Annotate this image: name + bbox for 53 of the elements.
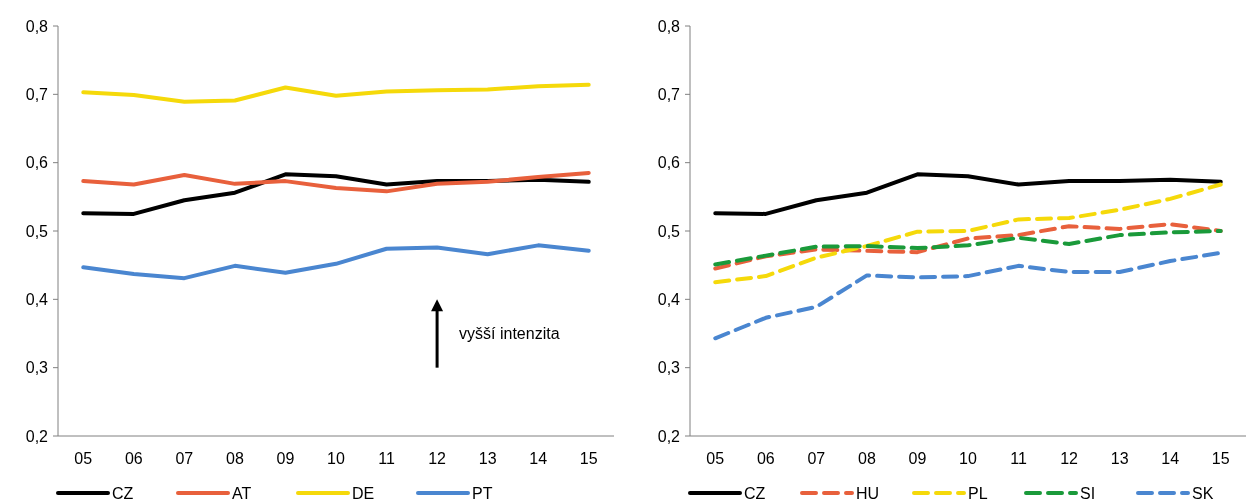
line-series xyxy=(81,170,591,194)
y-tick-label: 0,8 xyxy=(657,17,681,35)
x-tick-label: 13 xyxy=(1110,450,1129,467)
y-tick-label: 0,2 xyxy=(657,427,681,445)
x-tick-label: 09 xyxy=(908,450,927,467)
x-tick-label: 08 xyxy=(858,450,876,467)
x-tick-label: 05 xyxy=(706,450,725,467)
x-tick-label: 05 xyxy=(74,450,93,467)
legend-label: AT xyxy=(232,484,252,502)
y-tick-label: 0,8 xyxy=(25,17,49,35)
x-tick-label: 07 xyxy=(175,450,194,467)
legend-label: PL xyxy=(968,484,988,502)
x-tick-label: 06 xyxy=(756,450,775,467)
legend-label: CZ xyxy=(744,484,766,502)
y-tick-label: 0,2 xyxy=(25,427,49,445)
y-tick-label: 0,5 xyxy=(657,222,681,240)
x-tick-label: 08 xyxy=(226,450,244,467)
x-tick-label: 06 xyxy=(124,450,143,467)
x-tick-label: 11 xyxy=(378,450,395,467)
x-tick-label: 12 xyxy=(1060,450,1079,467)
x-tick-label: 07 xyxy=(807,450,826,467)
x-tick-label: 10 xyxy=(327,450,345,467)
y-tick-label: 0,6 xyxy=(25,154,49,172)
y-tick-label: 0,4 xyxy=(25,290,49,308)
line-series xyxy=(81,243,591,281)
x-tick-label: 14 xyxy=(1161,450,1180,467)
y-tick-label: 0,4 xyxy=(657,290,681,308)
legend-label: PT xyxy=(472,484,493,502)
x-tick-label: 11 xyxy=(1010,450,1027,467)
y-tick-label: 0,7 xyxy=(657,85,681,103)
legend-label: SK xyxy=(1192,484,1214,502)
y-tick-label: 0,3 xyxy=(657,359,681,377)
y-tick-label: 0,7 xyxy=(25,85,49,103)
annotation: vyšší intenzita xyxy=(459,325,560,343)
y-tick-label: 0,6 xyxy=(657,154,681,172)
legend-label: CZ xyxy=(112,484,134,502)
legend-label: SI xyxy=(1080,484,1096,502)
y-tick-label: 0,5 xyxy=(25,222,49,240)
line-series xyxy=(713,250,1223,341)
line-series xyxy=(713,229,1223,267)
line-series xyxy=(713,172,1223,216)
x-tick-label: 15 xyxy=(579,450,598,467)
legend-label: DE xyxy=(352,484,375,502)
line-series xyxy=(81,82,591,104)
x-tick-label: 09 xyxy=(276,450,295,467)
line-series xyxy=(713,182,1223,285)
x-tick-label: 13 xyxy=(478,450,497,467)
x-tick-label: 10 xyxy=(959,450,977,467)
x-tick-label: 15 xyxy=(1211,450,1230,467)
legend-label: HU xyxy=(856,484,880,502)
y-tick-label: 0,3 xyxy=(25,359,49,377)
x-tick-label: 12 xyxy=(428,450,447,467)
x-tick-label: 14 xyxy=(529,450,548,467)
